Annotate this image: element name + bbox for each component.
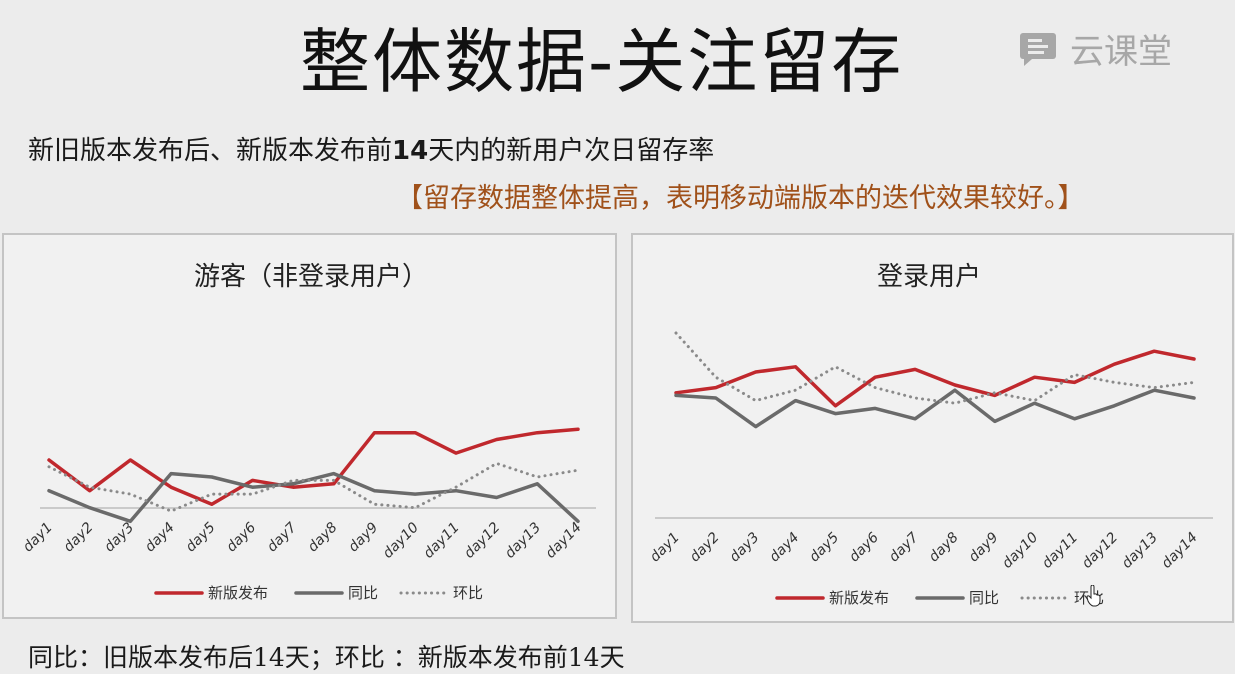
x-tick-label: day3 bbox=[727, 530, 763, 566]
series-line-0 bbox=[674, 349, 1196, 408]
subtitle-num: 14 bbox=[392, 136, 429, 166]
x-tick-label: day4 bbox=[142, 520, 178, 556]
x-tick-label: day12 bbox=[1079, 529, 1121, 571]
footnote: 同比：旧版本发布后14天；环比 ：新版本发布前14天 bbox=[28, 643, 625, 672]
conclusion-text: 【留存数据整体提高，表明移动端版本的迭代效果较好。】 bbox=[396, 183, 1085, 214]
chart-title: 游客（非登录用户） bbox=[194, 262, 428, 292]
x-tick-label: day2 bbox=[61, 519, 97, 555]
legend-label: 同比 bbox=[969, 589, 999, 607]
x-tick-label: day5 bbox=[806, 529, 842, 565]
login-chart-panel: 登录用户 day1 day2 day3 day4 day5 day6 day7 day8 day9… bbox=[631, 233, 1234, 623]
x-tick-label: day1 bbox=[20, 520, 56, 556]
x-tick-label: day11 bbox=[1039, 530, 1081, 572]
x-tick-label: day6 bbox=[223, 519, 259, 555]
legend-label: 新版发布 bbox=[208, 584, 268, 602]
series-line-1 bbox=[674, 388, 1196, 429]
hand-cursor-icon bbox=[1086, 585, 1101, 607]
x-tick-label: day14 bbox=[1159, 530, 1201, 572]
x-tick-label: day6 bbox=[846, 529, 882, 565]
x-tick-label: day1 bbox=[647, 530, 683, 566]
x-tick-label: day14 bbox=[543, 520, 585, 562]
legend-label: 新版发布 bbox=[829, 589, 889, 607]
x-tick-label: day13 bbox=[1119, 530, 1161, 572]
x-tick-label: day8 bbox=[926, 529, 962, 565]
subtitle-pre: 新旧版本发布后、新版本发布前 bbox=[28, 136, 393, 166]
series-line-0 bbox=[47, 427, 580, 507]
x-tick-label: day5 bbox=[183, 519, 219, 555]
page-title: 整体数据-关注留存 bbox=[300, 21, 904, 103]
login-chart: 登录用户 day1 day2 day3 day4 day5 day6 day7 day8 day9… bbox=[647, 262, 1213, 607]
x-tick-label: day2 bbox=[687, 529, 723, 565]
x-tick-label: day8 bbox=[305, 519, 341, 555]
x-tick-label: day9 bbox=[966, 529, 1002, 565]
brand-name: 云课堂 bbox=[1070, 32, 1172, 72]
x-tick-label: day12 bbox=[461, 519, 503, 561]
brand-logo-icon bbox=[1020, 32, 1056, 66]
x-tick-label: day7 bbox=[886, 529, 922, 565]
x-tick-label: day4 bbox=[767, 530, 803, 566]
x-tick-label: day10 bbox=[380, 519, 422, 561]
chart-title: 登录用户 bbox=[877, 262, 981, 292]
x-tick-label: day7 bbox=[264, 519, 300, 555]
series-line-2 bbox=[674, 331, 1196, 405]
subtitle: 新旧版本发布后、新版本发布前14天内的新用户次日留存率 bbox=[28, 130, 714, 167]
x-tick-label: day3 bbox=[101, 520, 137, 556]
guest-chart: 游客（非登录用户）day1 day2 day3 day4 day5 day6 day7 day… bbox=[20, 262, 596, 602]
series-line-1 bbox=[47, 471, 580, 524]
x-tick-label: day10 bbox=[999, 529, 1041, 571]
legend-label: 环比 bbox=[453, 584, 483, 602]
guest-chart-panel: 游客（非登录用户） day1 day2 day3 day4 day5 day6 day7 day… bbox=[2, 233, 617, 619]
legend-label: 同比 bbox=[348, 584, 378, 602]
x-tick-label: day9 bbox=[346, 519, 382, 555]
x-tick-label: day13 bbox=[502, 520, 544, 562]
x-tick-label: day11 bbox=[421, 520, 463, 562]
subtitle-post: 天内的新用户次日留存率 bbox=[428, 136, 715, 166]
brand: 云课堂 bbox=[1018, 24, 1172, 73]
